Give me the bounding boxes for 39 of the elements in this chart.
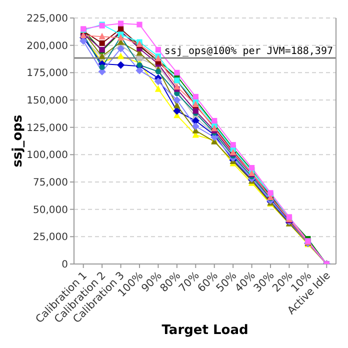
y-axis-title: ssj_ops [10,114,26,168]
point [173,96,181,104]
y-tick-label: 225,000 [26,14,68,25]
y-tick-label: 125,000 [26,122,68,134]
point [192,122,200,130]
y-tick-label: 150,000 [26,96,68,107]
point [155,68,162,74]
y-tick-label: 175,000 [26,68,68,80]
point [136,40,143,48]
y-tick-label: 200,000 [26,40,68,52]
point [155,46,162,53]
point [136,22,142,28]
ref-line-label: ssj_ops@100% per JVM=188,397 [164,46,333,58]
point [117,52,124,60]
point [116,61,125,69]
point [154,78,162,86]
point [118,20,124,26]
point [192,116,200,125]
point [99,64,105,70]
y-tick-label: 75,000 [33,178,68,189]
y-tick-label: 50,000 [33,204,68,216]
point [136,56,142,62]
point [80,37,88,45]
point [212,118,218,124]
y-tick-label: 100,000 [26,150,68,162]
point [174,70,180,76]
point [230,142,236,148]
point [99,40,105,46]
point [173,107,181,115]
point [174,83,180,90]
x-axis-title: Target Load [162,323,248,338]
point [116,44,125,52]
y-tick-label: 0 [62,260,68,271]
point [248,164,255,171]
point [192,94,198,100]
point [98,32,106,40]
y-tick-label: 25,000 [33,232,68,244]
point [136,66,144,74]
point [154,85,162,92]
